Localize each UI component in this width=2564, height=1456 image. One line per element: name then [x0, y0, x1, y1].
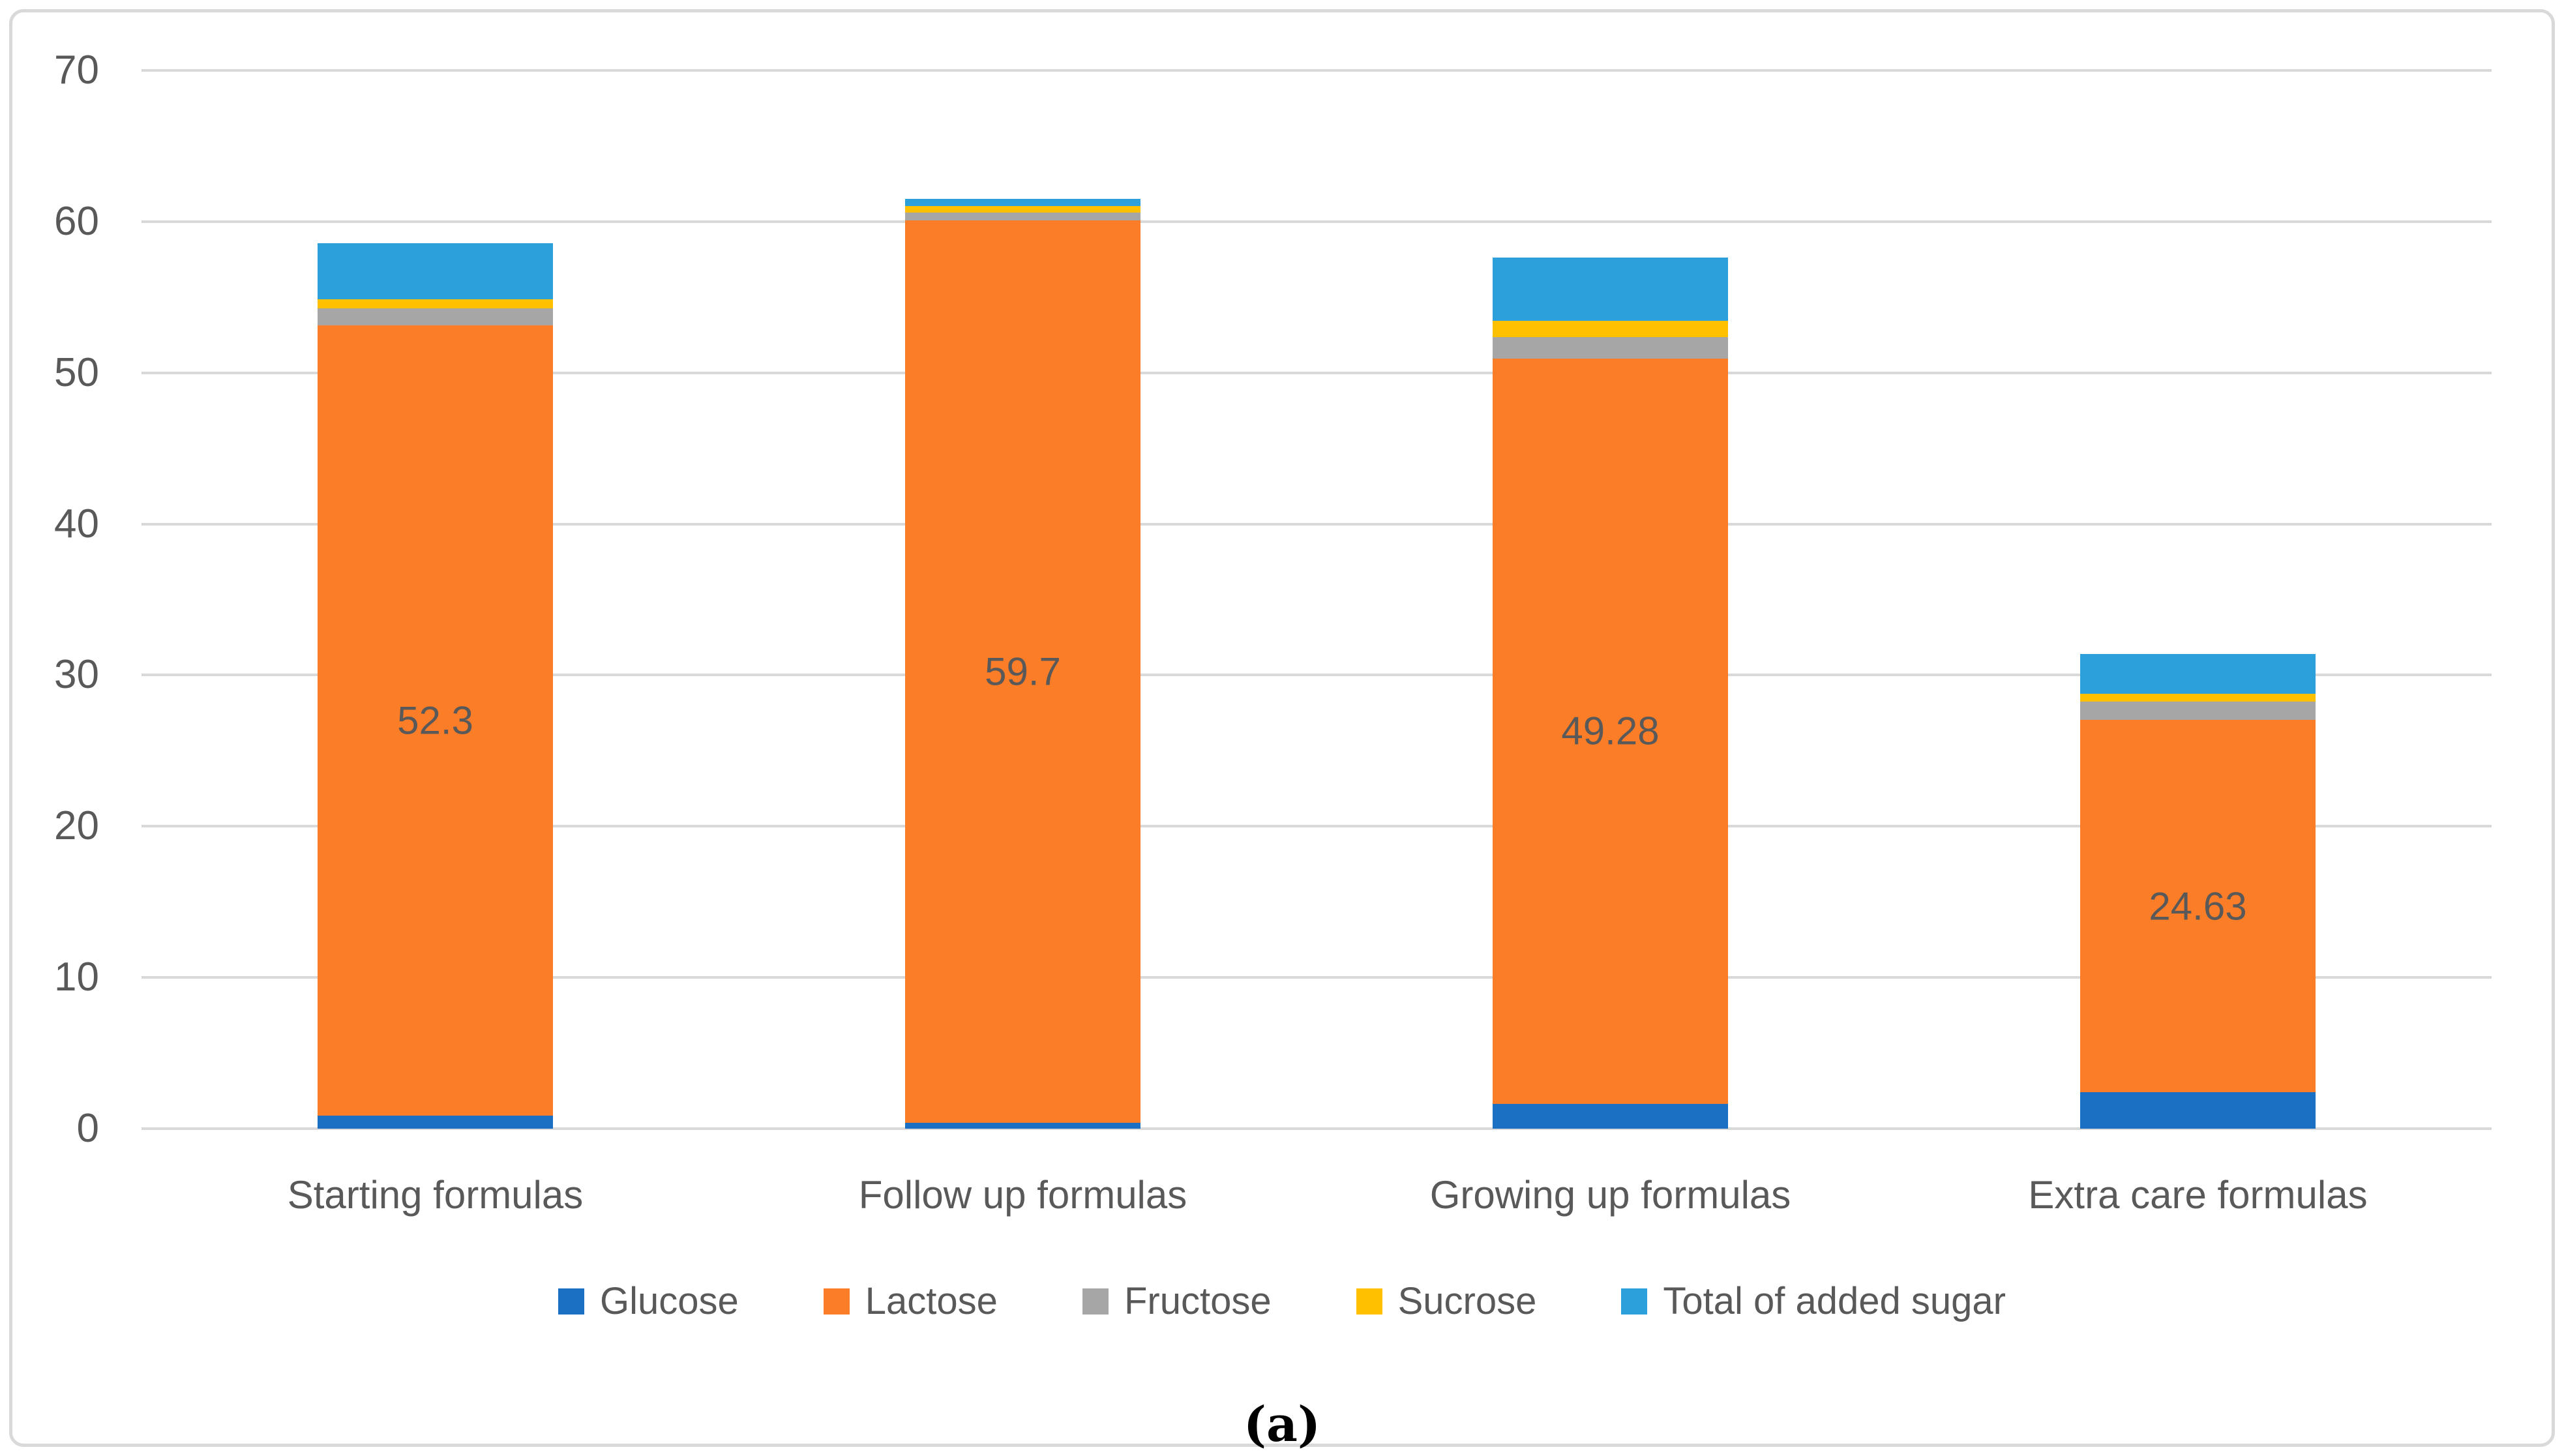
bar-segment-total-of-added-sugar: [318, 243, 553, 300]
gridline: [142, 371, 2492, 374]
legend-swatch-icon: [1621, 1288, 1648, 1315]
bar-segment-sucrose: [1493, 321, 1728, 337]
y-tick-label: 50: [54, 349, 99, 395]
bar-segment-fructose: [318, 308, 553, 325]
bar-data-label: 24.63: [2149, 884, 2247, 929]
bar-data-label: 52.3: [397, 698, 473, 743]
x-axis-category-labels: Starting formulas Follow up formulas Growi…: [142, 1172, 2492, 1225]
bar-segment-total-of-added-sugar: [905, 199, 1140, 206]
legend-item-total-of-added-sugar: Total of added sugar: [1621, 1279, 2006, 1323]
legend-item-glucose: Glucose: [558, 1279, 739, 1323]
gridline: [142, 69, 2492, 72]
x-category-label: Growing up formulas: [1429, 1173, 1791, 1217]
legend-label: Total of added sugar: [1663, 1280, 2006, 1322]
bar-segment-fructose: [1493, 336, 1728, 359]
gridline: [142, 825, 2492, 828]
y-tick-label: 70: [54, 48, 99, 93]
legend-label: Sucrose: [1397, 1280, 1537, 1322]
y-tick-label: 30: [54, 652, 99, 698]
gridline: [142, 976, 2492, 979]
gridline: [142, 220, 2492, 223]
bar-data-label: 59.7: [985, 649, 1061, 694]
x-category-label: Follow up formulas: [858, 1173, 1187, 1217]
y-tick-label: 60: [54, 198, 99, 244]
gridline: [142, 674, 2492, 677]
bar-segment-sucrose: [318, 299, 553, 309]
bar-segment-glucose: [1493, 1103, 1728, 1129]
legend-label: Lactose: [865, 1280, 998, 1322]
bar-segment-total-of-added-sugar: [2080, 654, 2316, 694]
y-tick-label: 20: [54, 803, 99, 849]
bar-segment-lactose: [905, 220, 1140, 1123]
bar-segment-glucose: [905, 1122, 1140, 1129]
bar-segment-total-of-added-sugar: [1493, 257, 1728, 321]
bar-segment-fructose: [905, 212, 1140, 220]
bar-segment-glucose: [2080, 1092, 2316, 1129]
x-category-label: Starting formulas: [287, 1173, 584, 1217]
legend-item-sucrose: Sucrose: [1356, 1279, 1537, 1323]
gridline: [142, 1127, 2492, 1130]
plot-area: 52.3 59.7 49.28 24.63: [142, 69, 2492, 1130]
y-tick-label: 40: [54, 501, 99, 546]
bar-data-label: 49.28: [1561, 709, 1660, 753]
bar-segment-fructose: [2080, 702, 2316, 721]
legend-item-fructose: Fructose: [1082, 1279, 1272, 1323]
legend-label: Fructose: [1124, 1280, 1272, 1322]
bar-segment-sucrose: [2080, 693, 2316, 702]
legend-label: Glucose: [600, 1280, 739, 1322]
legend-swatch-icon: [823, 1288, 850, 1315]
legend-item-lactose: Lactose: [823, 1279, 998, 1323]
bar-segment-glucose: [318, 1116, 553, 1129]
y-tick-label: 10: [54, 955, 99, 1000]
bar-segment-sucrose: [905, 205, 1140, 213]
bar-segment-lactose: [1493, 359, 1728, 1104]
figure-caption: (a): [1244, 1397, 1320, 1453]
legend-swatch-icon: [1082, 1288, 1109, 1315]
gridline: [142, 522, 2492, 526]
legend: Glucose Lactose Fructose Sucrose Total of ad…: [0, 1279, 2564, 1323]
y-tick-label: 0: [76, 1106, 99, 1151]
bar-segment-lactose: [2080, 720, 2316, 1093]
legend-swatch-icon: [558, 1288, 585, 1315]
bar-segment-lactose: [318, 325, 553, 1116]
x-category-label: Extra care formulas: [2028, 1173, 2368, 1217]
legend-swatch-icon: [1356, 1288, 1382, 1315]
